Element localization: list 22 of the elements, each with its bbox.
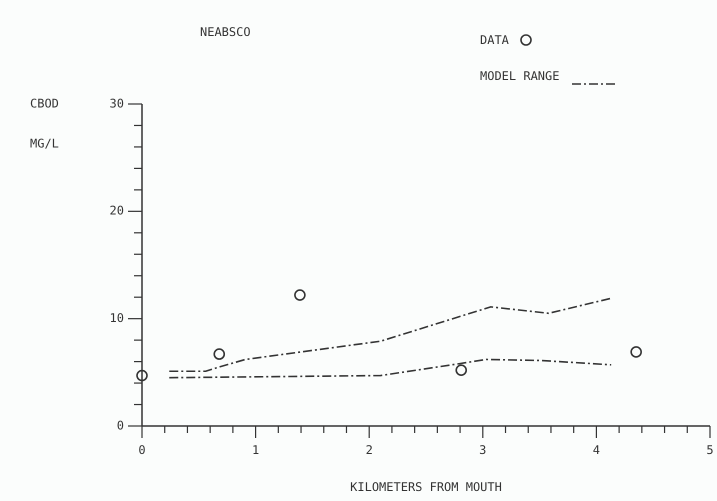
point bbox=[630, 346, 642, 358]
point bbox=[213, 348, 226, 360]
text: CBOD MG/L bbox=[30, 96, 59, 150]
x-tick-label: 0 bbox=[138, 443, 146, 457]
x-tick-label: 2 bbox=[366, 443, 373, 457]
line-series bbox=[168, 297, 612, 372]
y-tick-label: 20 bbox=[110, 204, 124, 218]
x-axis-title: KILOMETERS FROM MOUTH bbox=[350, 480, 502, 494]
point bbox=[136, 370, 148, 382]
legend-label: DATA bbox=[480, 33, 510, 47]
x-tick-label: 1 bbox=[252, 443, 260, 457]
line-series bbox=[168, 358, 612, 378]
chart-title: NEABSCO bbox=[200, 25, 251, 39]
y-tick-label: 0 bbox=[116, 418, 124, 432]
point bbox=[455, 364, 468, 376]
y-tick-label: 10 bbox=[110, 310, 124, 325]
y-tick-label: 30 bbox=[110, 96, 124, 110]
x-tick-label: 5 bbox=[706, 443, 714, 457]
x-tick-label: 4 bbox=[592, 443, 600, 457]
point bbox=[294, 289, 306, 301]
legend-label: MODEL RANGE bbox=[480, 69, 560, 83]
x-tick-label: 3 bbox=[479, 443, 486, 457]
